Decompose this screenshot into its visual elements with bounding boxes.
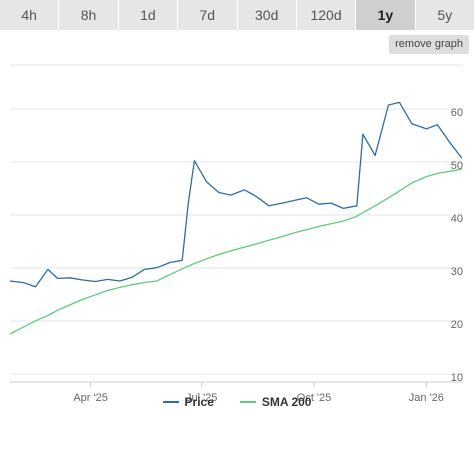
tab-4h[interactable]: 4h — [0, 0, 60, 30]
legend-item-price[interactable]: Price — [162, 395, 214, 409]
series-line-price — [9, 101, 463, 288]
tab-1y[interactable]: 1y — [356, 0, 416, 30]
legend-swatch-price — [162, 401, 179, 403]
y-tick-label: 20 — [451, 319, 463, 331]
y-tick-label: 30 — [451, 266, 463, 278]
x-tick-label: Jan '26 — [409, 392, 444, 404]
legend-item-sma-200[interactable]: SMA 200 — [239, 395, 312, 409]
tab-120d[interactable]: 120d — [296, 0, 357, 30]
legend-swatch-sma-200 — [239, 401, 256, 403]
chart-legend: Price SMA 200 — [0, 392, 474, 412]
tab-30d[interactable]: 30d — [237, 0, 297, 30]
chart-series — [9, 101, 463, 335]
y-tick-label: 60 — [451, 107, 463, 119]
timeframe-tabs: 4h 8h 1d 7d 30d 120d 1y 5y — [0, 0, 474, 30]
tab-1d[interactable]: 1d — [118, 0, 179, 30]
remove-graph-button[interactable]: remove graph — [389, 35, 469, 54]
x-tick-label: Jul '25 — [186, 392, 217, 404]
chart-grid — [10, 64, 463, 375]
x-tick-label: Oct '25 — [297, 392, 332, 404]
tab-8h[interactable]: 8h — [59, 0, 119, 30]
legend-label-sma-200: SMA 200 — [261, 395, 312, 409]
series-line-sma-200 — [9, 168, 462, 335]
tab-7d[interactable]: 7d — [178, 0, 238, 30]
tab-5y[interactable]: 5y — [415, 0, 474, 30]
legend-label-price: Price — [184, 395, 214, 409]
x-axis: Apr '25 Jul '25 Oct '25 Jan '26 — [10, 381, 463, 404]
y-tick-label: 40 — [451, 213, 463, 225]
y-tick-label: 10 — [451, 372, 463, 384]
x-tick-label: Apr '25 — [73, 392, 108, 404]
